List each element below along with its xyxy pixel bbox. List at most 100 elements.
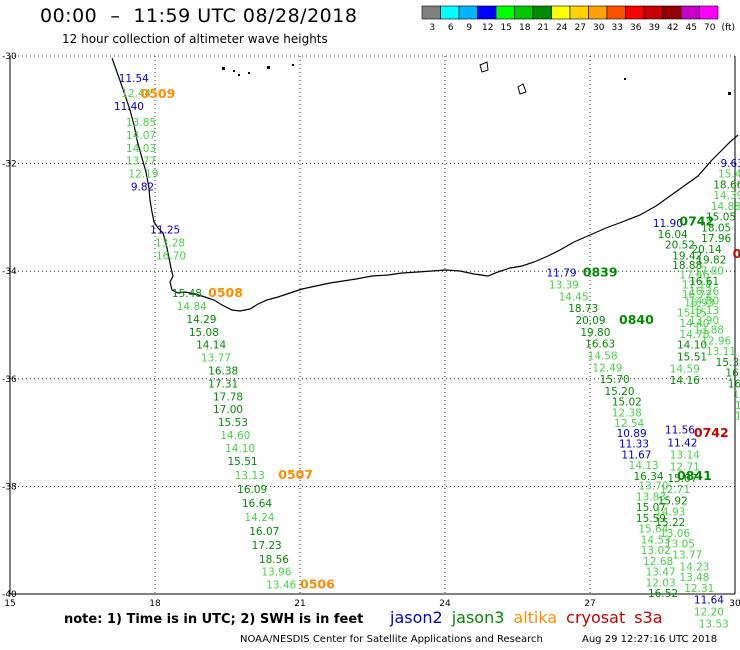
- wave-height-value: 14.59: [670, 363, 700, 375]
- wave-height-value: 11.42: [667, 438, 697, 450]
- lat-label: -36: [2, 375, 17, 385]
- wave-height-value: 15.08: [189, 327, 219, 339]
- legend-swatch: [643, 5, 663, 20]
- wave-height-value: 13.06: [660, 528, 690, 540]
- island: [238, 74, 240, 76]
- wave-height-value: 14.45: [559, 291, 589, 303]
- legend-label: 33: [612, 23, 623, 33]
- generation-timestamp: Aug 29 12:27:16 UTC 2018: [582, 634, 718, 645]
- wave-height-value: 15.15: [677, 307, 707, 319]
- lon-label: 24: [439, 599, 451, 609]
- note-text: note: 1) Time is in UTC; 2) SWH is in fe…: [64, 612, 364, 627]
- wave-height-value: 14.14: [196, 340, 226, 352]
- wave-height-value: 1: [735, 411, 740, 423]
- wave-height-value: 15.07: [667, 473, 697, 485]
- wave-height-value: 16.70: [156, 250, 186, 262]
- wave-height-value: 12.38: [612, 407, 642, 419]
- wave-height-value: 19.82: [696, 255, 726, 267]
- wave-height-value: 13.53: [699, 618, 729, 630]
- wave-height-value: 16.34: [634, 471, 664, 483]
- wave-height-value: 18.73: [568, 303, 598, 315]
- pass-label: 0508: [208, 285, 243, 300]
- wave-height-value: 11.64: [694, 595, 724, 607]
- wave-height-value: 17.14: [682, 279, 712, 291]
- wave-height-value: 12.71: [660, 484, 690, 496]
- wave-height-value: 11.56: [665, 425, 695, 437]
- wave-height-observations: 11.5412.4411.4013.8514.0714.0313.7712.19…: [114, 73, 740, 631]
- lon-label: 30: [729, 599, 740, 609]
- pass-label: 0841: [677, 468, 712, 483]
- legend-swatch: [699, 5, 719, 20]
- graticule: [9, 55, 736, 595]
- wave-height-value: 16.72: [682, 289, 712, 301]
- wave-height-value: 15.20: [605, 386, 635, 398]
- lat-label: -38: [2, 482, 17, 492]
- wave-height-value: 11.79: [547, 268, 577, 280]
- wave-height-value: 13.13: [235, 470, 265, 482]
- wave-height-value: 15.51: [228, 456, 258, 468]
- wave-height-value: 14.10: [225, 443, 255, 455]
- wave-height-value: 15.33: [716, 357, 740, 369]
- wave-height-value: 13.28: [155, 237, 185, 249]
- legend-label: 70: [704, 23, 716, 33]
- legend-label: 39: [649, 23, 661, 33]
- wave-height-value: 13.77: [126, 156, 156, 168]
- wave-height-value: 15.13: [689, 305, 719, 317]
- legend-swatch: [588, 5, 608, 20]
- wave-height-value: 11.67: [621, 449, 651, 461]
- wave-height-value: 16.52: [648, 588, 678, 600]
- legend-swatch: [569, 5, 589, 20]
- lon-label: 21: [294, 599, 305, 609]
- wave-height-value: 17.00: [213, 404, 243, 416]
- wave-height-value: 15.02: [612, 397, 642, 409]
- wave-height-value: 16.04: [658, 229, 688, 241]
- wave-height-value: 18.88: [672, 260, 702, 272]
- wave-height-value: 15.07: [636, 502, 666, 514]
- legend-label: 15: [501, 23, 512, 33]
- wave-height-value: 14.40: [679, 318, 709, 330]
- wave-height-value: 11.54: [119, 73, 149, 85]
- wave-height-value: 16.80: [725, 368, 740, 380]
- wave-height-value: 14.80: [689, 296, 719, 308]
- wave-height-value: 12.44: [121, 88, 151, 100]
- lon-label: 18: [149, 599, 161, 609]
- lon-label: 27: [584, 599, 595, 609]
- wave-height-value: 12.49: [592, 362, 622, 374]
- satellite-jason3: jason3: [451, 608, 505, 627]
- satellite-cryosat: cryosat: [566, 608, 626, 627]
- legend-label: 12: [482, 23, 493, 33]
- pass-label: 0507: [278, 467, 313, 482]
- wave-height-value: 13.39: [549, 279, 579, 291]
- wave-height-value: 12.68: [643, 556, 673, 568]
- wave-height-value: 20.09: [576, 315, 606, 327]
- wave-height-value: 15.22: [655, 517, 685, 529]
- legend-swatch: [551, 5, 571, 20]
- legend-label: 30: [593, 23, 605, 33]
- wave-height-value: 14.13: [629, 460, 659, 472]
- wave-height-value: 12.03: [646, 577, 676, 589]
- lat-label: -32: [2, 160, 17, 170]
- wave-height-value: 16.09: [237, 484, 267, 496]
- wave-height-value: 12.54: [614, 418, 644, 430]
- wave-height-value: 11.90: [653, 218, 683, 230]
- legend-label: 27: [575, 23, 586, 33]
- wave-height-value: 15.05: [706, 212, 736, 224]
- legend-label: 45: [686, 23, 697, 33]
- wave-height-value: 11.33: [619, 439, 649, 451]
- wave-height-value: 13.96: [261, 567, 291, 579]
- wave-height-value: 14.39: [713, 190, 740, 202]
- wave-height-value: 14.53: [641, 534, 671, 546]
- legend-label: 18: [519, 23, 531, 33]
- satellite-s3a: s3a: [634, 608, 663, 627]
- wave-height-value: 16.0: [733, 389, 740, 401]
- wave-height-value: 20.14: [692, 244, 722, 256]
- island: [267, 66, 270, 69]
- wave-height-value: 13.47: [646, 567, 676, 579]
- satellite-jason2: jason2: [390, 608, 443, 627]
- wave-height-value: 13.02: [641, 545, 671, 557]
- wave-height-value: 17.80: [694, 265, 724, 277]
- legend-label: 9: [466, 23, 472, 33]
- legend-label: 21: [538, 23, 549, 33]
- wave-height-value: 10.89: [617, 428, 647, 440]
- wave-height-value: 15.51: [677, 352, 707, 364]
